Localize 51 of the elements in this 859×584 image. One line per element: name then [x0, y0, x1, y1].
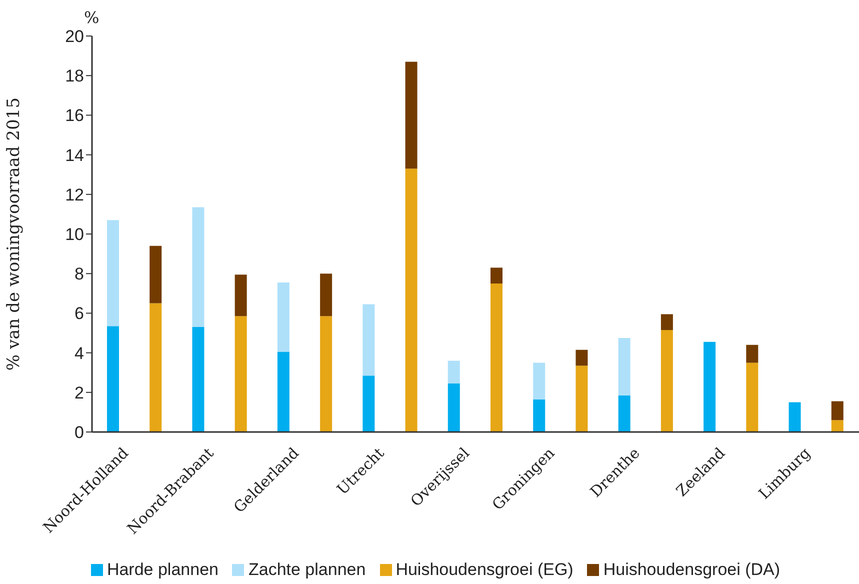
bar: [576, 366, 588, 432]
bar: [831, 420, 844, 432]
bar: [107, 220, 119, 326]
y-tick-label: 2: [74, 383, 84, 402]
bar: [362, 304, 375, 376]
text: %: [84, 8, 100, 27]
y-tick-label: 14: [65, 146, 84, 165]
legend-label: Zachte plannen: [248, 560, 366, 580]
y-tick-label: 8: [74, 264, 84, 284]
bar: [618, 395, 630, 432]
bar: [234, 274, 247, 316]
legend-label: Huishoudensgroei (EG): [396, 560, 574, 580]
bar: [362, 376, 375, 432]
y-axis-title: % van de woningvoorraad 2015: [4, 97, 24, 371]
bar: [320, 274, 332, 316]
bar: [405, 168, 418, 432]
bar: [448, 383, 460, 432]
bar: [150, 303, 162, 432]
y-tick-label: 4: [74, 344, 84, 363]
bar: [107, 326, 119, 432]
bar: [533, 399, 546, 432]
bar: [831, 401, 844, 420]
y-tick-label: 0: [74, 423, 84, 442]
bar: [234, 316, 247, 432]
bar: [448, 360, 460, 384]
bar: [490, 284, 502, 432]
y-tick-label: 20: [65, 27, 84, 46]
legend-label: Huishoudensgroei (DA): [603, 560, 780, 580]
bar: [490, 268, 502, 284]
bar: [660, 314, 673, 330]
bar: [788, 402, 801, 432]
bar: [660, 330, 673, 432]
bar: [618, 338, 630, 396]
y-tick-label: 16: [65, 106, 84, 126]
bar: [192, 327, 204, 432]
bar: [277, 282, 290, 352]
bar: [277, 352, 290, 432]
bar: [746, 344, 758, 363]
bar: [405, 62, 418, 169]
bar: [150, 246, 162, 304]
bar: [320, 316, 332, 432]
y-tick-label: 6: [74, 304, 84, 324]
bar: [746, 362, 758, 432]
legend-label: Harde plannen: [106, 560, 218, 580]
bar: [576, 350, 588, 366]
y-tick-label: 18: [65, 66, 84, 86]
y-tick-label: 12: [65, 185, 84, 204]
bar: [704, 342, 716, 432]
y-tick-label: 10: [65, 225, 84, 244]
bar: [192, 207, 204, 328]
bar: [533, 362, 546, 400]
